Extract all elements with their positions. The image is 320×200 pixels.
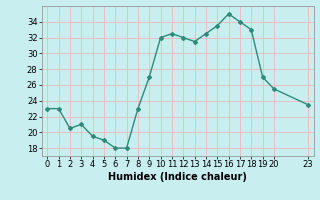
X-axis label: Humidex (Indice chaleur): Humidex (Indice chaleur) (108, 172, 247, 182)
